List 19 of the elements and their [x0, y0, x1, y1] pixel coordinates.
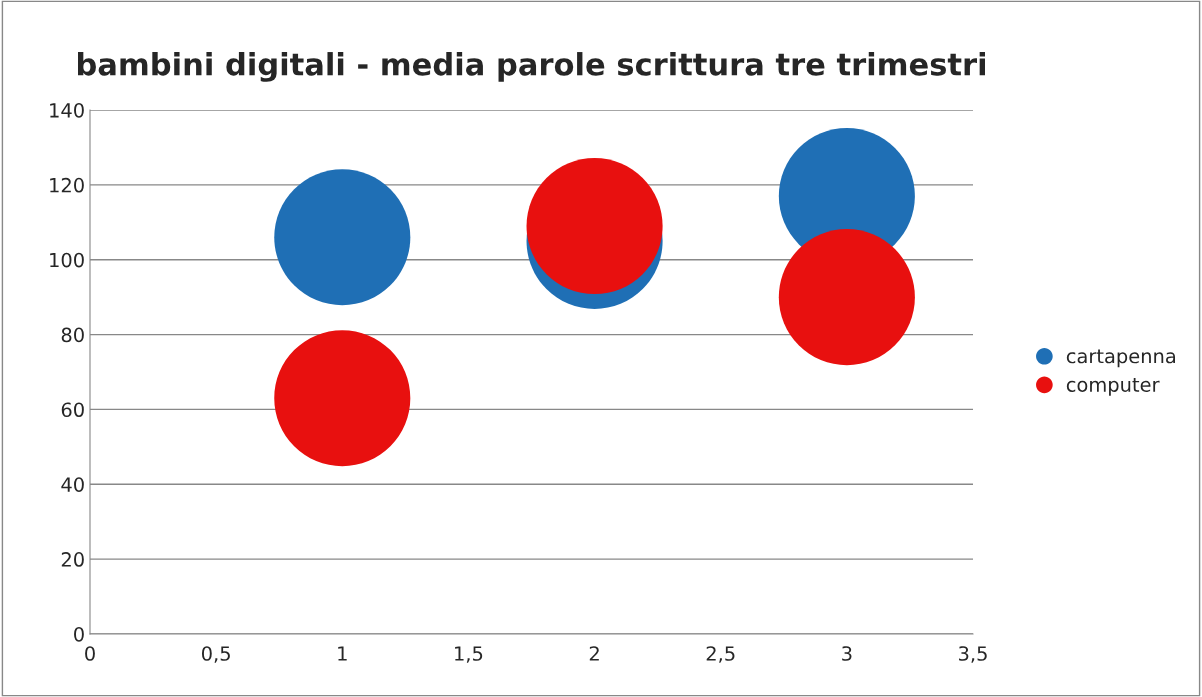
y-tick-label: 0	[74, 626, 84, 642]
y-tick-label: 140	[50, 102, 84, 118]
x-tick-label: 3,5	[959, 646, 987, 663]
x-tick-label: 1	[338, 646, 347, 661]
y-tick-label: 40	[61, 477, 84, 492]
legend-label: cartapenna	[1066, 349, 1175, 368]
x-tick-label: 2,5	[706, 646, 735, 663]
y-tick-label: 60	[61, 402, 84, 418]
x-tick-label: 3	[842, 646, 852, 661]
chart-title: bambini digitali - media parole scrittura tre trimestri	[78, 52, 985, 82]
y-tick-label: 120	[50, 177, 84, 193]
x-tick-label: 0	[85, 646, 95, 661]
y-tick-label: 100	[50, 252, 84, 268]
x-tick-label: 0,5	[201, 646, 230, 663]
legend-label: computer	[1066, 377, 1160, 396]
x-tick-label: 1,5	[455, 646, 483, 663]
y-tick-label: 80	[61, 327, 84, 343]
x-tick-label: 2	[589, 646, 599, 661]
y-tick-label: 20	[61, 552, 84, 567]
